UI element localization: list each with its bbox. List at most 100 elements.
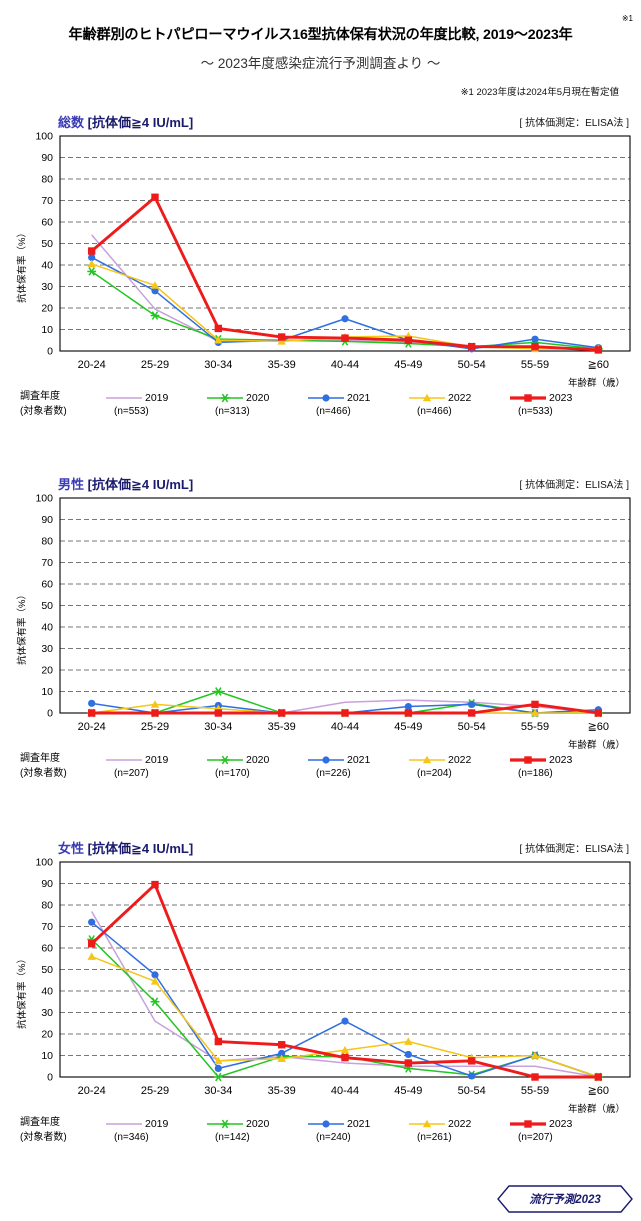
x-tick-label: 40-44: [331, 1085, 359, 1097]
x-tick-label: 35-39: [268, 721, 296, 733]
legend-swatch-2021: [308, 756, 344, 764]
data-point-marker: [150, 977, 160, 985]
plot-frame: [59, 135, 631, 352]
plot-area-female: 0 10 20 30 40 50 60 70 80 90 100 20-24 25-29 30-34 35-…: [0, 858, 641, 1115]
data-point-marker: [87, 952, 96, 960]
y-tick-label: 100: [35, 858, 53, 869]
legend-title-total: 調査年度 (対象者数): [20, 389, 67, 419]
data-point-marker: [404, 1037, 413, 1045]
y-tick-label: 40: [41, 622, 53, 634]
legend-item-2023[interactable]: 2023: [508, 751, 572, 769]
series-line-2023: [90, 195, 599, 352]
data-point-marker: [341, 1017, 349, 1025]
data-point-marker: [151, 287, 159, 295]
data-point-marker: [277, 709, 286, 717]
series-line-2021: [91, 921, 599, 1078]
x-tick-label: 55-59: [521, 721, 549, 733]
x-tick-label: ≧60: [588, 721, 609, 733]
data-point-marker: [530, 708, 540, 717]
legend-item-2020[interactable]: 2020: [205, 751, 269, 769]
legend-title-line2: (対象者数): [20, 406, 67, 417]
x-tick-label: 50-54: [458, 721, 486, 733]
data-point-marker: [151, 880, 159, 889]
chart-title-sub: [抗体価≧4 IU/mL]: [87, 477, 194, 492]
y-tick-label: 90: [41, 152, 53, 164]
series-line-2019: [91, 911, 599, 1078]
data-point-marker: [467, 1057, 476, 1065]
x-axis-title-male: 年齢群（歳）: [568, 740, 626, 751]
legend-swatch-2020: [207, 755, 243, 765]
data-point-marker: [341, 709, 349, 717]
legend-item-2019[interactable]: 2019: [104, 1115, 168, 1133]
x-tick-label: 45-49: [394, 359, 422, 371]
data-point-marker: [277, 1041, 286, 1049]
data-point-marker: [404, 1059, 413, 1067]
data-point-marker: [341, 315, 349, 323]
x-tick-label: 20-24: [78, 359, 106, 371]
y-tick-label: 60: [41, 579, 53, 591]
legend-count-2023: (n=533): [518, 406, 553, 417]
legend-swatch-2023: [510, 756, 546, 764]
y-tick-label: 20: [41, 303, 53, 315]
data-point-marker: [531, 700, 539, 709]
legend-item-2022[interactable]: 2022: [407, 1115, 471, 1133]
legend-item-2023[interactable]: 2023: [508, 1115, 572, 1133]
legend-label-2023: 2023: [549, 391, 573, 404]
data-point-marker: [213, 1072, 223, 1082]
chart-title-female: 女性 [抗体価≧4 IU/mL]: [58, 838, 193, 857]
data-point-marker: [404, 1050, 412, 1059]
chart-header-total: 総数 [抗体価≧4 IU/mL] [ 抗体価測定：ELISA法 ]: [0, 112, 641, 132]
chart-title-total: 総数 [抗体価≧4 IU/mL]: [58, 112, 193, 131]
legend-item-2019[interactable]: 2019: [104, 751, 168, 769]
data-point-marker: [531, 1073, 539, 1081]
data-point-marker: [341, 334, 349, 342]
x-tick-label: ≧60: [588, 1085, 609, 1097]
y-tick-label: 0: [47, 708, 53, 720]
y-tick-label: 100: [35, 494, 53, 505]
x-tick-label: 50-54: [458, 359, 486, 371]
data-point-marker: [214, 709, 223, 717]
legend-item-2023[interactable]: 2023: [508, 389, 572, 407]
legend-item-2021[interactable]: 2021: [306, 389, 370, 407]
chart-title-sub: [抗体価≧4 IU/mL]: [87, 841, 194, 856]
data-point-marker: [87, 709, 96, 717]
y-tick-label: 50: [41, 238, 53, 250]
data-point-marker: [277, 1054, 286, 1063]
y-tick-label: 100: [35, 132, 53, 143]
x-tick-label: 25-29: [141, 721, 169, 733]
data-point-marker: [524, 1120, 532, 1128]
x-tick-label: 45-49: [394, 1085, 422, 1097]
legend-item-2021[interactable]: 2021: [306, 751, 370, 769]
legend-swatch-2022: [409, 755, 445, 764]
y-tick-label: 20: [41, 665, 53, 677]
data-point-marker: [151, 971, 159, 979]
badge-outline-icon: [497, 1185, 633, 1213]
legend-item-2021[interactable]: 2021: [306, 1115, 370, 1133]
page-subtitle: 〜 2023年度感染症流行予測調査より 〜: [200, 56, 441, 71]
legend-swatch-2022: [409, 393, 445, 402]
x-axis-title-female: 年齢群（歳）: [568, 1104, 626, 1115]
x-tick-label: 25-29: [141, 1085, 169, 1097]
legend-item-2020[interactable]: 2020: [205, 389, 269, 407]
legend-item-2019[interactable]: 2019: [104, 389, 168, 407]
legend-swatch-2023: [510, 1120, 546, 1128]
chart-header-male: 男性 [抗体価≧4 IU/mL] [ 抗体価測定：ELISA法 ]: [0, 474, 641, 494]
chart-method-label-female: [ 抗体価測定：ELISA法 ]: [519, 844, 629, 855]
y-tick-label: 80: [41, 900, 53, 912]
legend-title-line1: 調査年度: [20, 753, 60, 764]
data-point-marker: [404, 702, 412, 711]
legend-item-2022[interactable]: 2022: [407, 389, 471, 407]
legend-label-2019: 2019: [145, 391, 169, 404]
legend-item-2020[interactable]: 2020: [205, 1115, 269, 1133]
chart-title-sub: [抗体価≧4 IU/mL]: [87, 115, 194, 130]
x-tick-label: 50-54: [458, 1085, 486, 1097]
y-tick-label: 80: [41, 536, 53, 548]
legend-count-2022: (n=261): [417, 1132, 452, 1143]
data-point-marker: [404, 709, 413, 717]
chart-panel-total: 総数 [抗体価≧4 IU/mL] [ 抗体価測定：ELISA法 ] 0 10 20 30 4…: [0, 112, 641, 435]
data-point-marker: [531, 335, 539, 343]
chart-panel-female: 女性 [抗体価≧4 IU/mL] [ 抗体価測定：ELISA法 ] 0 10 20 30 4…: [0, 838, 641, 1161]
chart-method-label-male: [ 抗体価測定：ELISA法 ]: [519, 480, 629, 491]
legend-item-2022[interactable]: 2022: [407, 751, 471, 769]
